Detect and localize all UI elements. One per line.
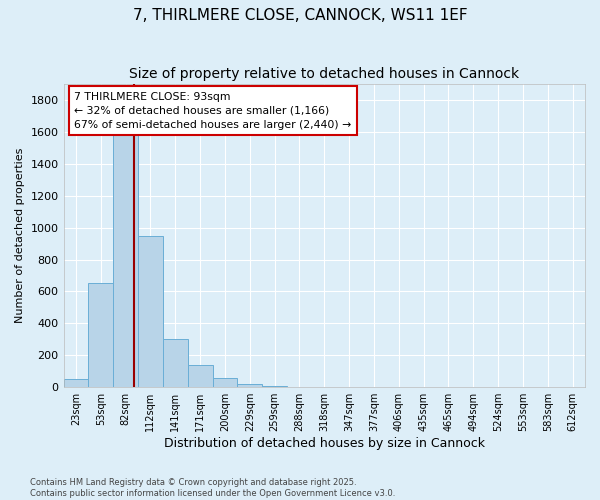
Bar (163, 340, 188, 387)
Y-axis label: Number of detached properties: Number of detached properties (15, 148, 25, 324)
Bar (262, 386, 287, 387)
Bar (138, 236, 163, 387)
Bar (188, 365, 212, 387)
Bar (113, 124, 138, 387)
Text: 7 THIRLMERE CLOSE: 93sqm
← 32% of detached houses are smaller (1,166)
67% of sem: 7 THIRLMERE CLOSE: 93sqm ← 32% of detach… (74, 92, 351, 130)
Bar (64, 379, 88, 387)
Bar (88, 284, 113, 387)
X-axis label: Distribution of detached houses by size in Cannock: Distribution of detached houses by size … (164, 437, 485, 450)
Text: 7, THIRLMERE CLOSE, CANNOCK, WS11 1EF: 7, THIRLMERE CLOSE, CANNOCK, WS11 1EF (133, 8, 467, 22)
Text: Contains HM Land Registry data © Crown copyright and database right 2025.
Contai: Contains HM Land Registry data © Crown c… (30, 478, 395, 498)
Bar (238, 384, 262, 387)
Bar (212, 378, 238, 387)
Title: Size of property relative to detached houses in Cannock: Size of property relative to detached ho… (129, 68, 520, 82)
